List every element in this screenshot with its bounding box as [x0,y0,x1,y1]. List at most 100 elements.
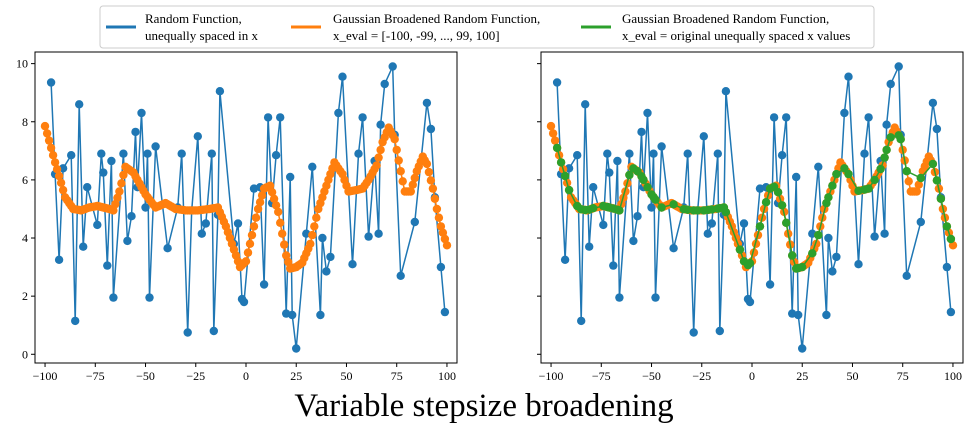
left-random-point [263,113,273,122]
right-random-point [603,149,612,158]
legend-entry-broadened-grid: Gaussian Broadened Random Function, x_ev… [291,11,540,43]
left-broadened-grid-point [394,156,403,165]
left-random-point [440,307,450,317]
right-broadened-orig-point [814,230,823,240]
left-random-point [123,236,132,246]
left-broadened-grid-point [408,180,417,189]
right-random-point [560,255,570,264]
left-broadened-grid-point [251,213,261,222]
right-broadened-orig-point [721,208,731,217]
left-xtick-label: 25 [290,369,302,383]
right-broadened-orig-point [896,135,905,144]
left-random-point [67,151,76,160]
left-broadened-grid-point [280,240,289,249]
right-random-point [699,132,708,141]
left-random-point [97,149,106,158]
left-broadened-grid-point [308,230,317,240]
left-broadened-grid-point [274,207,283,217]
right-random-point [942,262,952,272]
left-random-point [177,149,186,158]
legend-entry-broadened-orig: Gaussian Broadened Random Function, x_ev… [581,11,850,43]
right-xtick-label: −25 [692,369,711,383]
right-broadened-orig-point [556,158,566,167]
right-broadened-orig-point [876,164,885,174]
right-random-point [721,87,731,96]
left-broadened-grid-point [376,145,385,155]
left-random-point [143,149,152,158]
right-broadened-orig-point [735,245,745,254]
left-broadened-grid-point [410,173,419,183]
right-random-point [854,260,863,269]
right-random-point [703,229,712,238]
left-random-point [107,156,116,166]
right-broadened-orig-point [552,143,562,153]
left-random-point [233,219,243,228]
right-xtick-label: −75 [592,369,611,383]
left-random-point [207,149,216,158]
right-random-point [882,120,891,129]
left-broadened-grid-point [48,151,58,160]
left-data-layer [40,62,452,353]
left-random-point [338,72,347,81]
right-random-point [713,149,722,158]
right-random-point [615,293,624,302]
left-random-point [374,229,383,238]
right-broadened-grid-point [904,177,913,186]
left-broadened-grid-point [398,177,407,186]
right-xtick-label: 0 [749,369,755,383]
left-random-point [358,113,367,122]
right-broadened-grid-point [948,241,958,250]
right-random-point [916,217,925,227]
right-random-point [715,326,724,336]
left-broadened-grid-point [310,222,319,231]
left-xtick-label: −50 [136,369,155,383]
right-broadened-orig-point [745,259,755,268]
left-broadened-grid-point [390,135,399,144]
left-random-point [209,326,218,336]
right-random-point [824,233,833,243]
left-random-point [119,149,128,158]
right-broadened-orig-point [886,133,895,142]
left-broadened-grid-point [426,176,436,185]
right-xtick-label: −100 [539,369,564,383]
right-broadened-orig-point [870,175,879,185]
right-broadened-orig-point [777,201,787,210]
left-random-point [286,172,295,182]
right-broadened-orig-point [832,169,841,179]
right-broadened-orig-point [828,181,837,190]
left-broadened-grid-point [312,213,321,222]
right-random-point [585,242,594,251]
left-random-point [308,162,317,171]
left-random-point [193,132,202,141]
left-broadened-grid-point [241,257,251,266]
right-broadened-orig-point [564,185,574,195]
right-random-point [886,79,895,89]
left-broadened-grid-point [267,188,277,197]
left-broadened-grid-point [115,187,124,196]
left-broadened-grid-point [40,121,50,131]
left-broadened-grid-point [306,239,315,248]
left-broadened-grid-point [243,248,253,257]
right-random-point [828,267,837,276]
left-random-point [410,217,419,227]
left-random-point [318,233,327,243]
left-broadened-grid-point [44,136,54,145]
left-broadened-grid-point [54,171,64,181]
right-broadened-orig-point [808,249,817,258]
right-broadened-orig-point [773,188,783,197]
left-broadened-grid-point [422,159,432,169]
left-random-point [380,79,389,89]
left-random-point [396,271,405,280]
right-random-point [609,261,618,270]
right-broadened-orig-point [932,176,942,185]
left-ytick-label: 2 [22,289,28,303]
left-random-point [71,316,80,326]
left-broadened-grid-point [269,194,279,203]
right-broadened-grid-point [546,121,556,131]
left-random-point [239,297,249,307]
legend-label-random-line1: Random Function, [145,11,242,26]
right-broadened-grid-point [550,136,560,145]
left-broadened-grid-point [253,204,263,214]
left-xtick-label: −25 [186,369,205,383]
